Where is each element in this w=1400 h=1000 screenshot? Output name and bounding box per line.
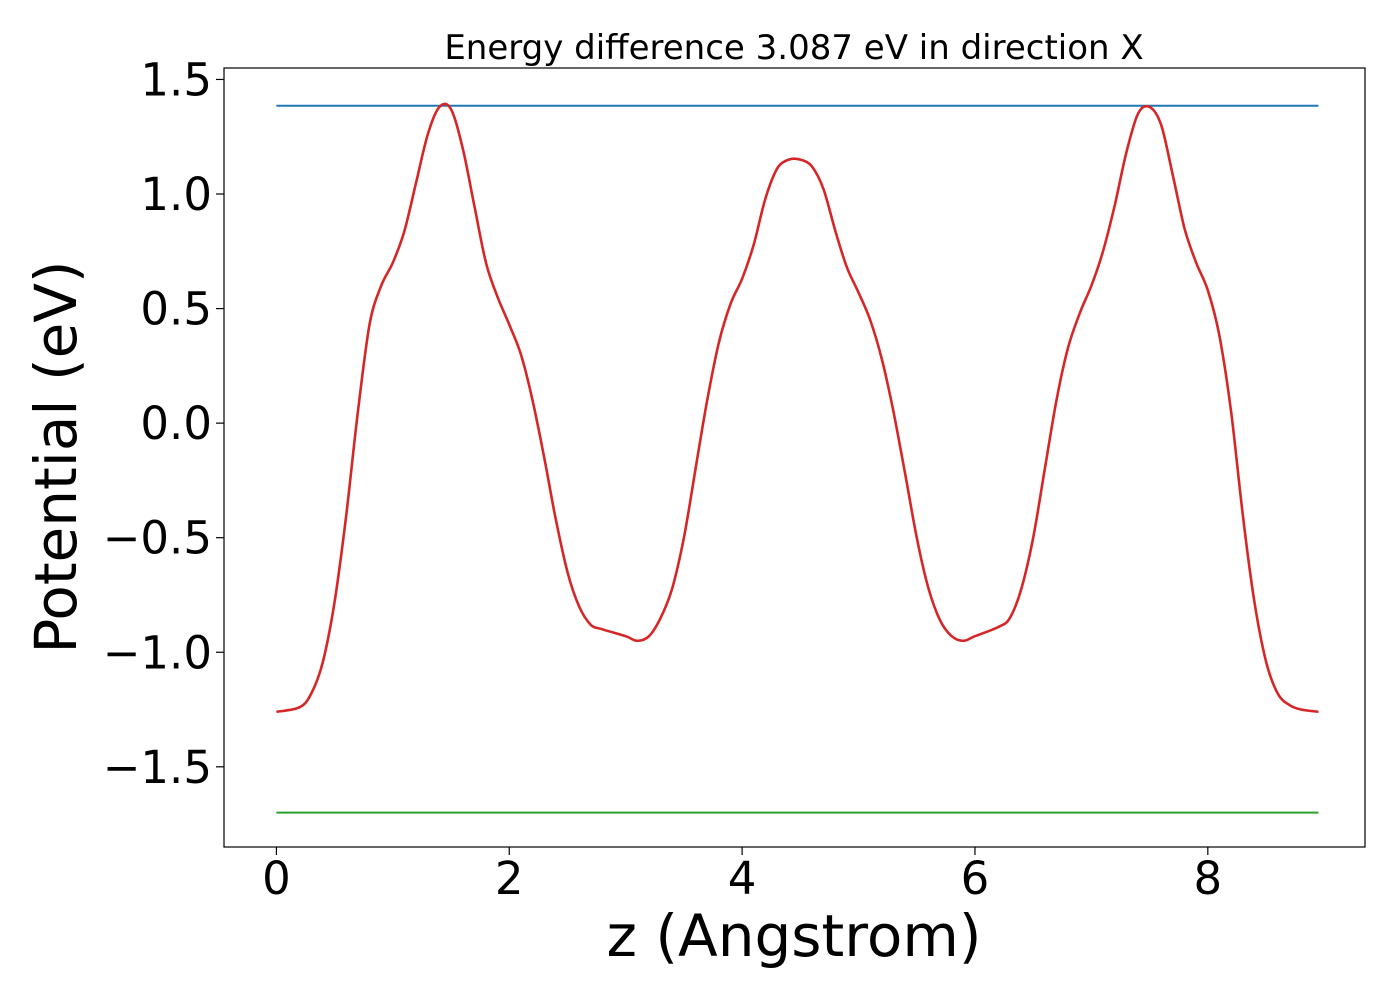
x-axis-label: z (Angstrom): [607, 902, 982, 970]
x-tick-label: 6: [961, 852, 990, 905]
x-tick-label: 0: [262, 852, 291, 905]
y-tick-label: 1.0: [140, 168, 212, 221]
y-tick-label: 1.5: [140, 53, 212, 106]
y-axis: −1.5 −1.0 −0.5 0.0 0.5 1.0 1.5: [103, 53, 224, 794]
x-tick-label: 2: [495, 852, 524, 905]
plot-area: [223, 67, 1366, 848]
y-axis-label: Potential (eV): [22, 260, 90, 653]
y-tick-label: 0.0: [140, 397, 212, 450]
y-tick-label: −0.5: [103, 512, 212, 565]
x-tick-label: 8: [1194, 852, 1223, 905]
y-tick-label: −1.5: [103, 741, 212, 794]
chart-title: Energy difference 3.087 eV in direction …: [444, 28, 1143, 68]
series-layer: [276, 102, 1319, 814]
series-line-2: [276, 102, 1319, 714]
x-axis: 0 2 4 6 8: [262, 847, 1222, 905]
x-tick-label: 4: [728, 852, 757, 905]
y-tick-label: −1.0: [103, 626, 212, 679]
y-tick-label: 0.5: [140, 283, 212, 336]
